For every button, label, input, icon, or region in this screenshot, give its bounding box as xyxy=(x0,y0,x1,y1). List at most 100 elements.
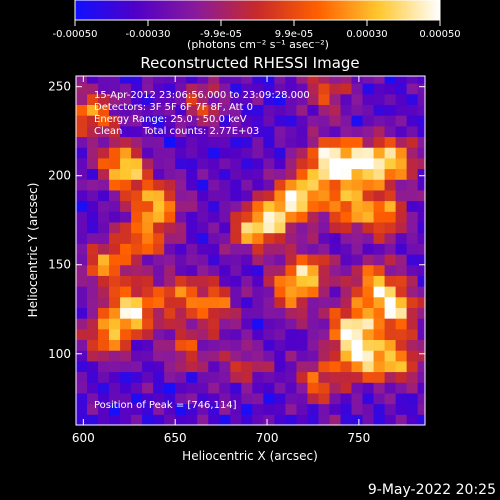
heatmap-cell xyxy=(340,254,353,266)
heatmap-cell xyxy=(406,254,419,266)
heatmap-cell xyxy=(417,179,425,191)
heatmap-cell xyxy=(219,286,231,298)
heatmap-cell xyxy=(142,254,154,266)
heatmap-cell xyxy=(285,318,297,330)
heatmap-cell xyxy=(142,382,154,394)
heatmap-cell xyxy=(120,232,132,244)
heatmap-cell xyxy=(87,360,99,373)
heatmap-cell xyxy=(384,189,397,202)
heatmap-cell xyxy=(109,371,121,383)
heatmap-cell xyxy=(373,125,386,138)
heatmap-cell xyxy=(384,275,397,287)
heatmap-cell xyxy=(109,382,121,394)
heatmap-cell xyxy=(285,296,297,308)
heatmap-cell xyxy=(197,211,209,223)
heatmap-cell xyxy=(362,115,375,127)
heatmap-cell xyxy=(406,328,419,341)
heatmap-cell xyxy=(197,318,209,330)
heatmap-cell xyxy=(395,104,408,116)
heatmap-cell xyxy=(274,76,286,84)
heatmap-cell xyxy=(219,339,231,351)
heatmap-cell xyxy=(219,307,231,319)
heatmap-cell xyxy=(384,222,397,234)
heatmap-cell xyxy=(197,147,209,159)
heatmap-cell xyxy=(131,232,143,244)
heatmap-cell xyxy=(362,125,375,138)
heatmap-cell xyxy=(406,286,419,298)
heatmap-cell xyxy=(362,328,375,341)
heatmap-cell xyxy=(406,264,419,276)
heatmap-cell xyxy=(241,414,253,425)
info-detectors: Detectors: 3F 5F 6F 7F 8F, Att 0 xyxy=(94,102,253,113)
heatmap-cell xyxy=(373,83,386,95)
heatmap-cell xyxy=(384,200,397,212)
heatmap-cell xyxy=(384,115,397,127)
heatmap-cell xyxy=(406,136,419,148)
heatmap-cell xyxy=(120,168,132,180)
heatmap-cell xyxy=(274,222,286,234)
heatmap-cell xyxy=(186,83,198,95)
heatmap-cell xyxy=(87,403,99,415)
heatmap-cell xyxy=(241,147,253,159)
heatmap-cell xyxy=(241,264,253,276)
heatmap-cell xyxy=(340,222,353,234)
heatmap-cell xyxy=(263,200,275,212)
heatmap-cell xyxy=(76,104,88,116)
heatmap-cell xyxy=(241,382,253,394)
heatmap-cell xyxy=(219,254,231,266)
heatmap-cell xyxy=(230,222,242,234)
x-tick-label: 600 xyxy=(72,431,95,445)
heatmap-cell xyxy=(285,136,297,148)
heatmap-cell xyxy=(252,211,264,223)
heatmap-cell xyxy=(175,232,187,244)
heatmap-cell xyxy=(285,93,297,105)
heatmap-cell xyxy=(252,264,264,276)
heatmap-cell xyxy=(351,392,364,405)
heatmap-cell xyxy=(120,157,132,170)
heatmap-cell xyxy=(98,222,110,234)
heatmap-cell xyxy=(373,350,386,362)
heatmap-cell xyxy=(131,222,143,234)
heatmap-cell xyxy=(219,243,231,255)
heatmap-cell xyxy=(98,93,110,105)
heatmap-cell xyxy=(263,328,275,341)
heatmap-cell xyxy=(362,189,375,202)
heatmap-cell xyxy=(274,382,286,394)
plot-frame xyxy=(75,75,426,426)
heatmap-cell xyxy=(98,414,110,425)
heatmap-cell xyxy=(340,104,353,116)
heatmap-cell xyxy=(153,286,165,298)
heatmap-cell xyxy=(153,350,165,362)
heatmap-cell xyxy=(208,392,220,405)
x-axis-label: Heliocentric X (arcsec) xyxy=(182,449,318,463)
heatmap-cell xyxy=(109,83,121,95)
heatmap-cell xyxy=(241,318,253,330)
heatmap-cell xyxy=(252,286,264,298)
heatmap-cell xyxy=(406,125,419,138)
heatmap-cell xyxy=(164,403,176,415)
heatmap-cell xyxy=(120,243,132,255)
heatmap-cell xyxy=(373,318,386,330)
heatmap-cell xyxy=(76,360,88,373)
heatmap-cell xyxy=(252,179,264,191)
heatmap-cell xyxy=(252,232,264,244)
heatmap-cell xyxy=(395,392,408,405)
heatmap-cell xyxy=(351,275,364,287)
heatmap-cell xyxy=(120,222,132,234)
heatmap-cell xyxy=(219,296,231,308)
heatmap-cell xyxy=(208,222,220,234)
heatmap-cell xyxy=(329,286,342,298)
heatmap-cell xyxy=(98,136,110,148)
heatmap-cell xyxy=(274,264,286,276)
heatmap-cell xyxy=(351,83,364,95)
heatmap-cell xyxy=(197,168,209,180)
heatmap-cell xyxy=(175,243,187,255)
heatmap-cell xyxy=(197,307,209,319)
heatmap-cell xyxy=(373,104,386,116)
heatmap-cell xyxy=(384,76,397,84)
heatmap-cell xyxy=(98,104,110,116)
heatmap-cell xyxy=(296,136,308,148)
heatmap-cell xyxy=(175,76,187,84)
heatmap-cell xyxy=(208,211,220,223)
heatmap-cell xyxy=(164,414,176,425)
